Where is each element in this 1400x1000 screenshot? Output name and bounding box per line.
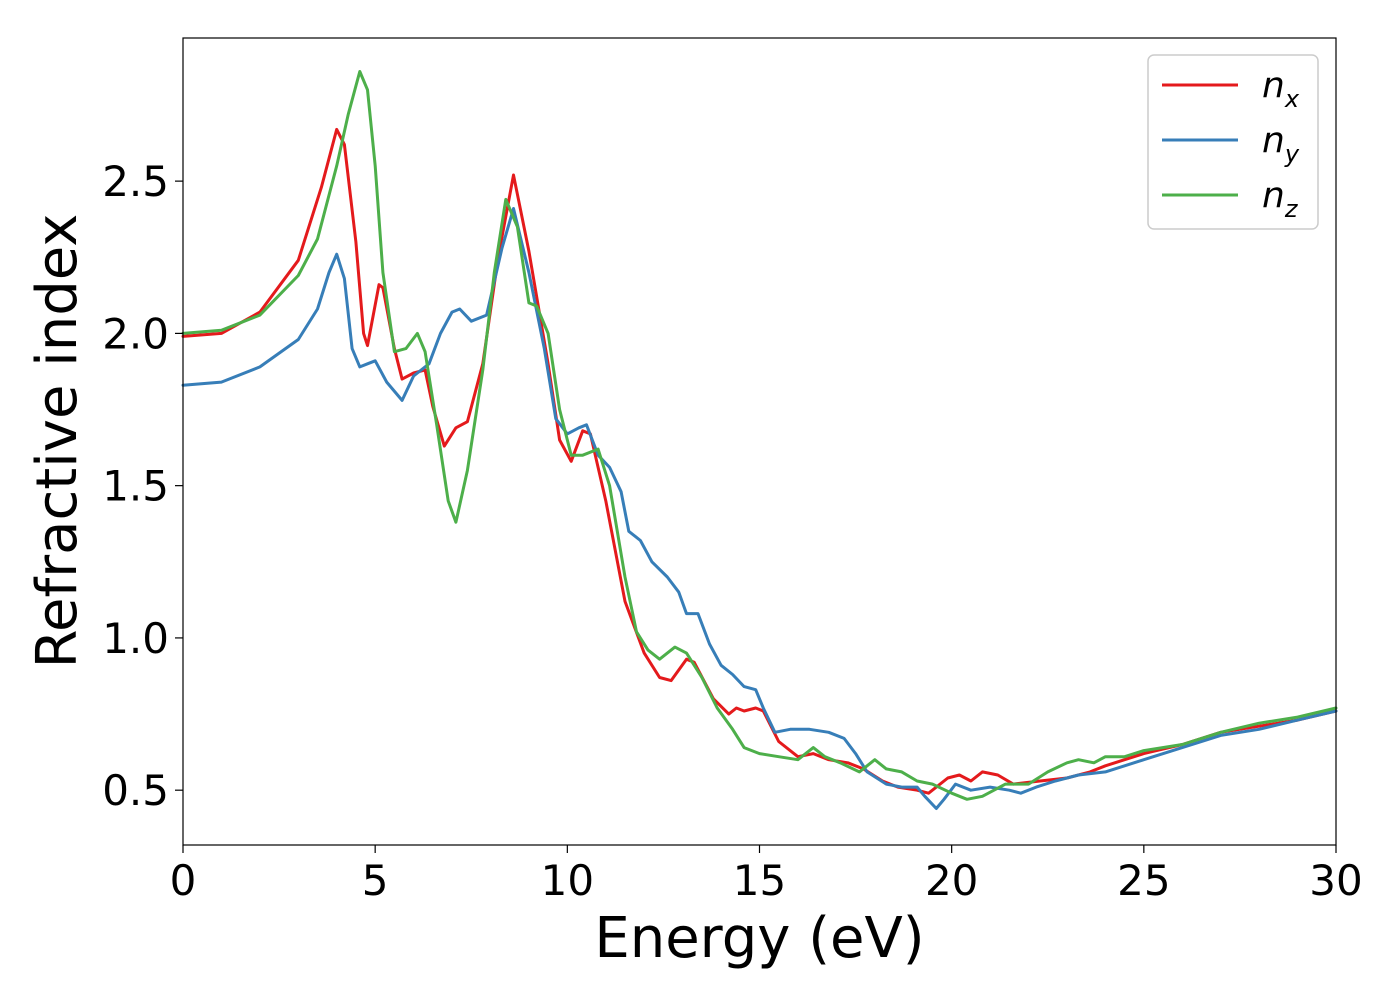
x-tick-label: 5 [362,856,389,905]
legend-label-nx: nx [1262,65,1300,113]
legend-box [1147,54,1319,230]
x-tick-label: 20 [925,856,978,905]
y-ticks: 0.5 1.0 1.5 2.0 2.5 [102,157,183,815]
x-tick-label: 10 [541,856,594,905]
x-axis-label: Energy (eV) [594,906,924,971]
legend-label-ny: ny [1262,120,1300,168]
y-axis-label: Refractive index [25,214,90,669]
x-ticks: 0 5 10 15 20 25 30 [170,845,1363,905]
y-tick-label: 2.5 [102,157,169,206]
legend-label-nz: nz [1262,175,1299,223]
y-tick-label: 2.0 [102,309,169,358]
legend: nx ny nz [1147,54,1319,230]
x-tick-label: 0 [170,856,197,905]
x-tick-label: 25 [1117,856,1170,905]
series-line-nz [181,70,1338,801]
y-tick-label: 1.0 [102,614,169,663]
x-tick-label: 30 [1309,856,1362,905]
series-layer [181,70,1338,810]
x-tick-label: 15 [733,856,786,905]
series-line-ny [181,207,1338,810]
y-tick-label: 1.5 [102,462,169,511]
y-tick-label: 0.5 [102,766,169,815]
